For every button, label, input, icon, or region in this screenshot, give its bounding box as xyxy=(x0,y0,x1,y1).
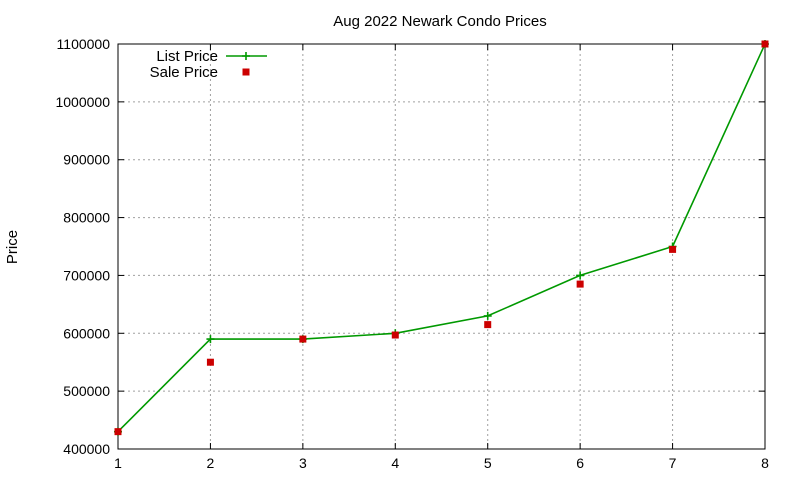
sale-price-point xyxy=(206,358,214,366)
sale-price-point xyxy=(484,321,492,329)
y-tick-label: 1100000 xyxy=(57,36,111,52)
x-tick-label: 1 xyxy=(114,455,122,471)
sale-price-point xyxy=(114,428,122,436)
y-tick-label: 500000 xyxy=(63,383,110,399)
legend-marker-list-price xyxy=(242,52,250,60)
x-tick-label: 7 xyxy=(669,455,677,471)
legend-label-list-price: List Price xyxy=(156,48,218,65)
y-axis-title: Price xyxy=(4,230,21,264)
x-tick-label: 6 xyxy=(576,455,584,471)
y-tick-label: 400000 xyxy=(63,441,110,457)
y-tick-label: 900000 xyxy=(63,152,110,168)
y-tick-label: 1000000 xyxy=(55,94,110,110)
plot-frame xyxy=(117,43,766,450)
y-tick-label: 800000 xyxy=(63,210,110,226)
x-tick-label: 8 xyxy=(761,455,769,471)
y-tick-label: 700000 xyxy=(63,267,110,283)
chart-title: Aug 2022 Newark Condo Prices xyxy=(333,13,546,30)
x-tick-label: 4 xyxy=(391,455,399,471)
sale-price-point xyxy=(761,40,769,48)
list-price-point xyxy=(576,271,585,280)
grid-lines xyxy=(118,44,765,449)
list-price-point xyxy=(206,335,215,344)
x-tick-label: 5 xyxy=(484,455,492,471)
y-tick-label: 600000 xyxy=(63,325,110,341)
legend-marker-sale-price xyxy=(242,68,250,76)
legend-label-sale-price: Sale Price xyxy=(150,64,218,81)
series xyxy=(114,40,769,436)
sale-price-point xyxy=(669,245,677,253)
sale-price-point xyxy=(299,335,307,343)
list-price-point xyxy=(483,311,492,320)
list-price-line xyxy=(117,43,766,433)
axes: 1 2 3 4 5 6 7 8 400000 500000 600000 700000 800000 90… xyxy=(55,36,769,471)
x-tick-label: 2 xyxy=(207,455,215,471)
sale-price-point xyxy=(576,280,584,288)
sale-price-point xyxy=(391,331,399,339)
x-tick-label: 3 xyxy=(299,455,307,471)
